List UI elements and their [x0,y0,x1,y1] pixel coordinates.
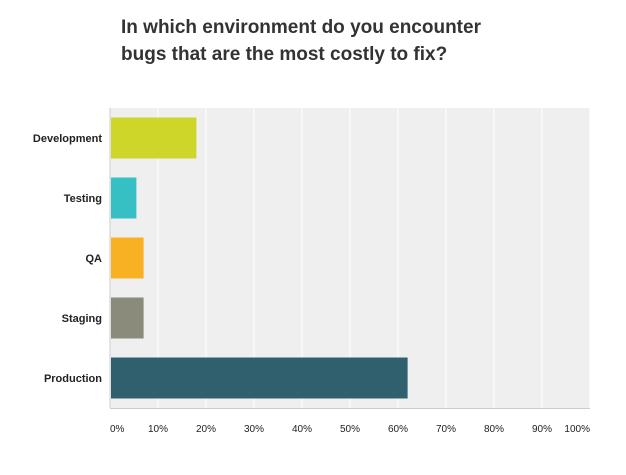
category-label-development: Development [33,133,102,145]
x-tick-label-20: 20% [196,424,216,435]
x-tick-label-50: 50% [340,424,360,435]
category-label-production: Production [44,373,102,385]
chart-title-line-1: In which environment do you encounter [121,17,481,38]
x-tick-label-40: 40% [292,424,312,435]
bar-development [111,117,197,159]
x-tick-label-90: 90% [532,424,552,435]
chart-title-line-2: bugs that are the most costly to fix? [121,44,448,65]
category-label-staging: Staging [62,313,102,325]
x-tick-label-0: 0% [110,424,125,435]
bar-production [111,357,408,399]
bar-qa [111,237,144,279]
x-tick-label-70: 70% [436,424,456,435]
x-tick-label-100: 100% [564,424,590,435]
x-tick-label-80: 80% [484,424,504,435]
x-tick-label-60: 60% [388,424,408,435]
category-label-testing: Testing [64,193,102,205]
bar-testing [111,177,137,219]
category-label-qa: QA [86,253,103,265]
x-tick-label-10: 10% [148,424,168,435]
bar-staging [111,297,144,339]
chart-title: In which environment do you encounter bu… [121,14,581,68]
x-tick-label-30: 30% [244,424,264,435]
